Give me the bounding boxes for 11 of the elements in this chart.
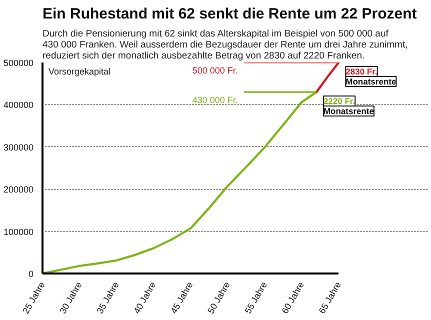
chart-subtitle: Durch die Pensionierung mit 62 sinkt das Alterskapital im Beispiel von 500 000 auf 430 000 Franken. Weil ausserdem die Bezugsdauer der Rente um drei Jahre zunimmt, reduziert sich der monatlich ausbezahlte Betrag von 2830 auf 2220 Franken.	[42, 28, 408, 62]
y-tick-label: 400000	[3, 100, 34, 110]
y-tick-label: 100000	[3, 226, 34, 237]
annotation: Vorsorgekapital	[48, 66, 111, 76]
ref-line-label: 500 000 Fr.	[192, 66, 238, 76]
y-tick-label: 300000	[3, 142, 34, 152]
ref-line-label: 430 000 Fr.	[192, 95, 238, 106]
chart-title: Ein Ruhestand mit 62 senkt die Rente um 22 Prozent	[42, 6, 417, 22]
y-tick-label: 500000	[3, 58, 34, 68]
y-tick-label: 0	[28, 269, 34, 279]
y-tick-label: 200000	[3, 184, 34, 195]
